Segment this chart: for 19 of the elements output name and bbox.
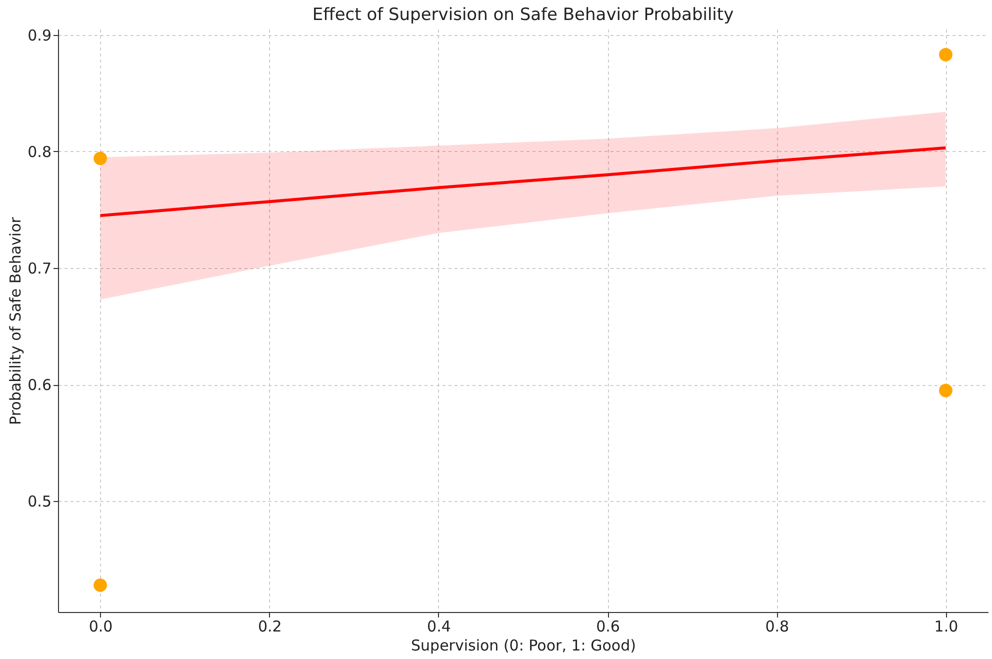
y-tick-label: 0.8 [28, 142, 52, 161]
x-tick-label: 0.6 [596, 618, 620, 636]
point [939, 384, 952, 398]
point [94, 152, 107, 166]
chart-title: Effect of Supervision on Safe Behavior Probability [312, 4, 734, 25]
y-tick-label: 0.7 [28, 260, 52, 278]
y-axis-title: Probability of Safe Behavior [6, 216, 25, 425]
x-tick-label: 1.0 [934, 618, 958, 636]
x-tick-label: 0.0 [88, 618, 113, 636]
x-tick-label: 0.8 [765, 618, 790, 636]
x-tick-label: 0.4 [427, 618, 451, 636]
x-axis-title: Supervision (0: Poor, 1: Good) [411, 636, 636, 654]
y-tick-label: 0.5 [28, 492, 52, 511]
point [939, 48, 952, 62]
line-series [98, 146, 948, 218]
y-tick-label: 0.6 [28, 376, 52, 394]
y-tick-label: 0.9 [28, 26, 52, 44]
point [94, 578, 107, 592]
x-tick-label: 0.2 [258, 618, 282, 636]
